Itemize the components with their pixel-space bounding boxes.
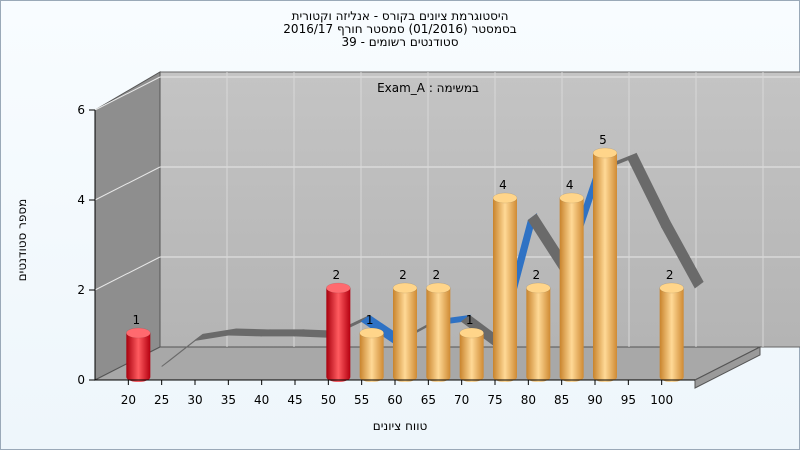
bar-body xyxy=(393,288,417,382)
bar-top xyxy=(592,147,618,159)
bar-label: 2 xyxy=(399,268,407,282)
bar-55 xyxy=(359,327,384,382)
chart-annotation: Exam_A : במשימה xyxy=(377,81,479,95)
gridline-side xyxy=(94,256,161,291)
chart-title: היסטוגרמת ציונים בקורס - אנליזה וקטורית … xyxy=(0,10,800,49)
x-tick-label: 50 xyxy=(321,393,336,407)
bar-label: 1 xyxy=(133,313,141,327)
back-wall xyxy=(159,71,800,348)
bar-body xyxy=(459,333,484,382)
bar-body xyxy=(526,288,551,382)
bar-70 xyxy=(459,327,484,382)
x-tick-label: 65 xyxy=(421,393,436,407)
bar-top xyxy=(326,282,351,294)
bar-85 xyxy=(559,192,584,382)
title-line-2: בסמסטר (01/2016) סמסטר חורף 2016/17 xyxy=(283,22,517,36)
bar-label: 2 xyxy=(333,268,341,282)
gridline-side xyxy=(94,76,161,111)
bar-body xyxy=(659,288,684,382)
title-line-3: סטודנטים רשומים - 39 xyxy=(341,35,459,49)
bar-label: 2 xyxy=(533,268,541,282)
x-tick-label: 75 xyxy=(487,393,502,407)
bar-top xyxy=(392,282,418,294)
x-tick-label: 30 xyxy=(187,393,202,407)
bar-body xyxy=(326,288,351,382)
bar-label: 2 xyxy=(666,268,674,282)
x-tick-label: 35 xyxy=(221,393,236,407)
bar-top xyxy=(426,282,451,294)
bar-top xyxy=(126,327,151,339)
y-tick-label: 6 xyxy=(77,103,85,117)
x-tick-label: 70 xyxy=(454,393,469,407)
bar-body xyxy=(559,198,584,382)
x-tick-label: 100 xyxy=(650,393,673,407)
bar-label: 1 xyxy=(366,313,374,327)
bar-label: 5 xyxy=(599,133,607,147)
bar-label: 1 xyxy=(466,313,474,327)
bar-top xyxy=(526,282,551,294)
y-tick-label: 4 xyxy=(77,193,85,207)
bar-body xyxy=(593,153,617,382)
bar-50 xyxy=(326,282,351,382)
bar-body xyxy=(493,198,517,382)
x-tick-label: 55 xyxy=(354,393,369,407)
y-tick-label: 0 xyxy=(77,373,85,387)
x-tick-label: 25 xyxy=(154,393,169,407)
gridline-side xyxy=(94,166,161,201)
x-tick-label: 20 xyxy=(121,393,136,407)
bar-top xyxy=(359,327,384,339)
x-tick-label: 85 xyxy=(554,393,569,407)
x-tick-label: 80 xyxy=(521,393,536,407)
bar-80 xyxy=(526,282,551,382)
bar-20 xyxy=(126,327,151,382)
bar-65 xyxy=(426,282,451,382)
x-tick-label: 95 xyxy=(621,393,636,407)
title-line-1: היסטוגרמת ציונים בקורס - אנליזה וקטורית xyxy=(291,9,509,23)
bar-top xyxy=(659,282,684,294)
trend-segment xyxy=(661,220,704,289)
bar-body xyxy=(426,288,451,382)
bar-top xyxy=(492,192,518,204)
bar-60 xyxy=(392,282,418,382)
bar-75 xyxy=(492,192,518,382)
x-tick-label: 60 xyxy=(387,393,402,407)
bar-body xyxy=(359,333,384,382)
y-tick-label: 2 xyxy=(77,283,85,297)
floor-edge xyxy=(694,346,761,389)
bar-label: 4 xyxy=(566,178,574,192)
bar-90 xyxy=(592,147,618,382)
x-axis-label: טווח ציונים xyxy=(372,419,428,433)
bar-top xyxy=(559,192,584,204)
bar-top xyxy=(459,327,484,339)
bar-body xyxy=(126,333,151,382)
bar-100 xyxy=(659,282,684,382)
x-tick-label: 40 xyxy=(254,393,269,407)
x-tick-label: 90 xyxy=(587,393,602,407)
bar-label: 2 xyxy=(433,268,441,282)
bar-label: 4 xyxy=(499,178,507,192)
x-tick-label: 45 xyxy=(287,393,302,407)
